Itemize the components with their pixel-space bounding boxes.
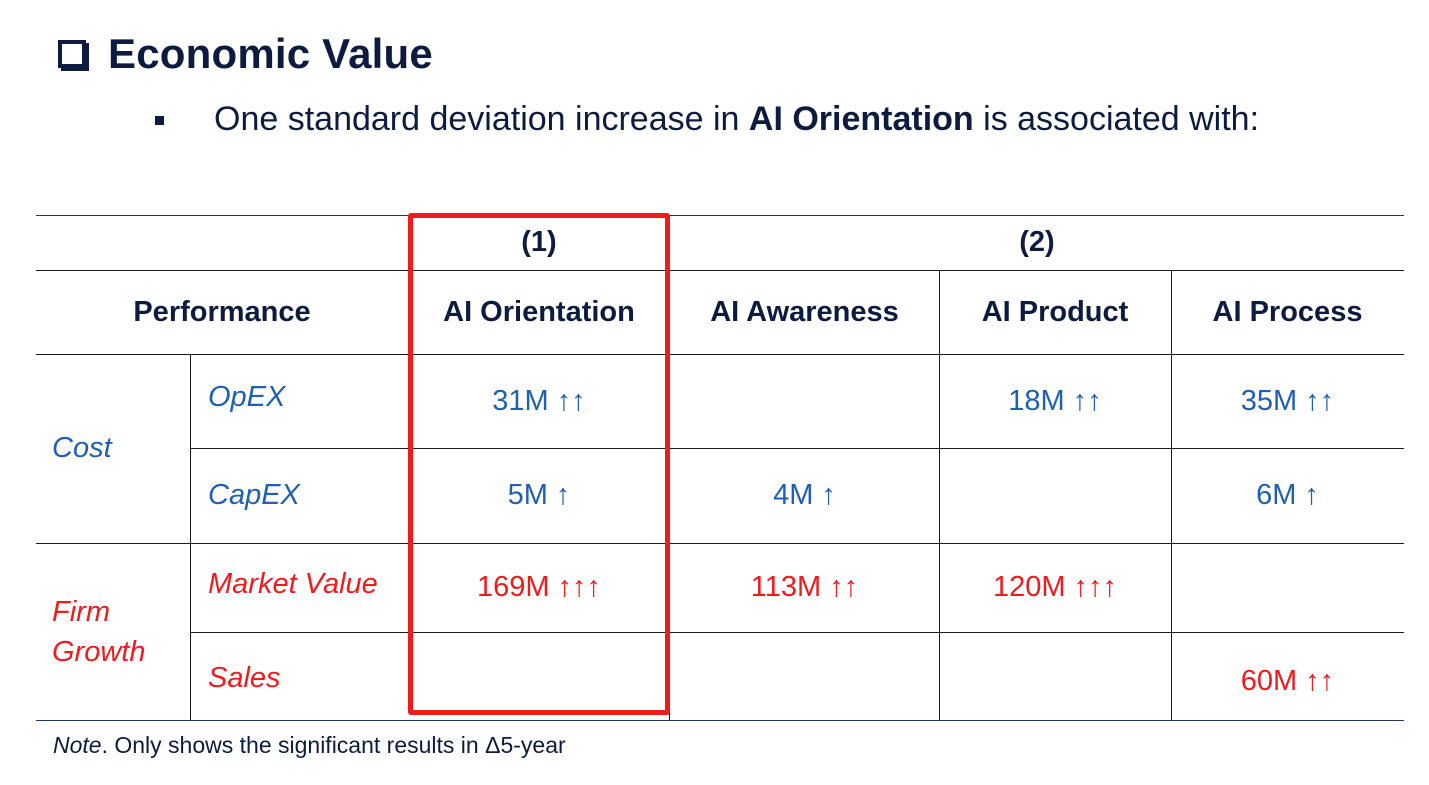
table-vrule-col2 [939,270,940,720]
table-cell: 5M ↑ [507,479,571,511]
table-bottom-rule [36,720,1404,721]
table-cell [939,448,1171,543]
table-cell: 169M ↑↑↑ [476,571,602,603]
table-cell: 120M ↑↑↑ [992,571,1118,603]
table-vrule-label [190,354,191,720]
table-group-rule [36,543,1404,544]
group-label-firm-growth-text: Firm Growth [52,595,146,668]
table-cell [670,354,939,448]
col-header-ai-awareness: AI Awareness [710,295,899,328]
table-row-rule-cost [190,448,1404,449]
highlight-frame-ai-orientation [408,213,670,715]
table-cell: 35M ↑↑ [1240,384,1335,417]
table-cell: 6M ↑ [1256,479,1319,511]
model-label-1: (1) [521,226,557,258]
bullet-point: One standard deviation increase in AI Or… [155,100,1259,139]
table-cell: 113M ↑↑ [750,571,859,603]
bullet-text-bold: AI Orientation [748,100,974,138]
table-cell: 60M ↑↑ [1240,664,1335,697]
group-label-cost: Cost [52,432,112,464]
group-label-firm-growth: Firm Growth [52,543,190,720]
col-header-ai-process: AI Process [1212,295,1363,328]
row-label-market-value: Market Value [208,568,378,600]
row-label-opex: OpEX [208,380,286,413]
table-cell [670,632,939,720]
note-text: . Only shows the significant results in … [101,732,566,758]
col-header-ai-orientation: AI Orientation [443,295,635,328]
table-subheader-rule [36,354,1404,355]
bullet-text-after: is associated with: [973,100,1260,138]
table-header-rule [36,270,1404,271]
bullet-text: One standard deviation increase in AI Or… [214,100,1259,139]
table-cell: 18M ↑↑ [1008,384,1102,417]
table-top-rule [36,215,1404,216]
slide-heading: Economic Value [58,30,433,78]
row-label-capex: CapEX [208,479,300,511]
table-cell: 31M ↑↑ [492,384,586,417]
table-cell: 4M ↑ [773,479,836,511]
checkbox-icon [58,40,86,68]
col-header-ai-product: AI Product [981,295,1129,328]
results-table: (1) (2) Performance AI Orientation AI Aw… [36,213,1404,721]
row-group-header: Performance [133,295,311,328]
model-label-2: (2) [1019,226,1055,258]
note-label: Note [53,732,102,758]
table-vrule-col3 [1171,270,1172,720]
slide-title: Economic Value [108,30,433,77]
table-cell [939,632,1171,720]
table-cell [1171,543,1404,632]
bullet-text-before: One standard deviation increase in [214,100,749,138]
row-label-sales: Sales [208,661,281,694]
bullet-square-icon [155,116,164,125]
table-note: Note. Only shows the significant results… [53,732,566,759]
table-row-rule-growth [190,632,1404,633]
